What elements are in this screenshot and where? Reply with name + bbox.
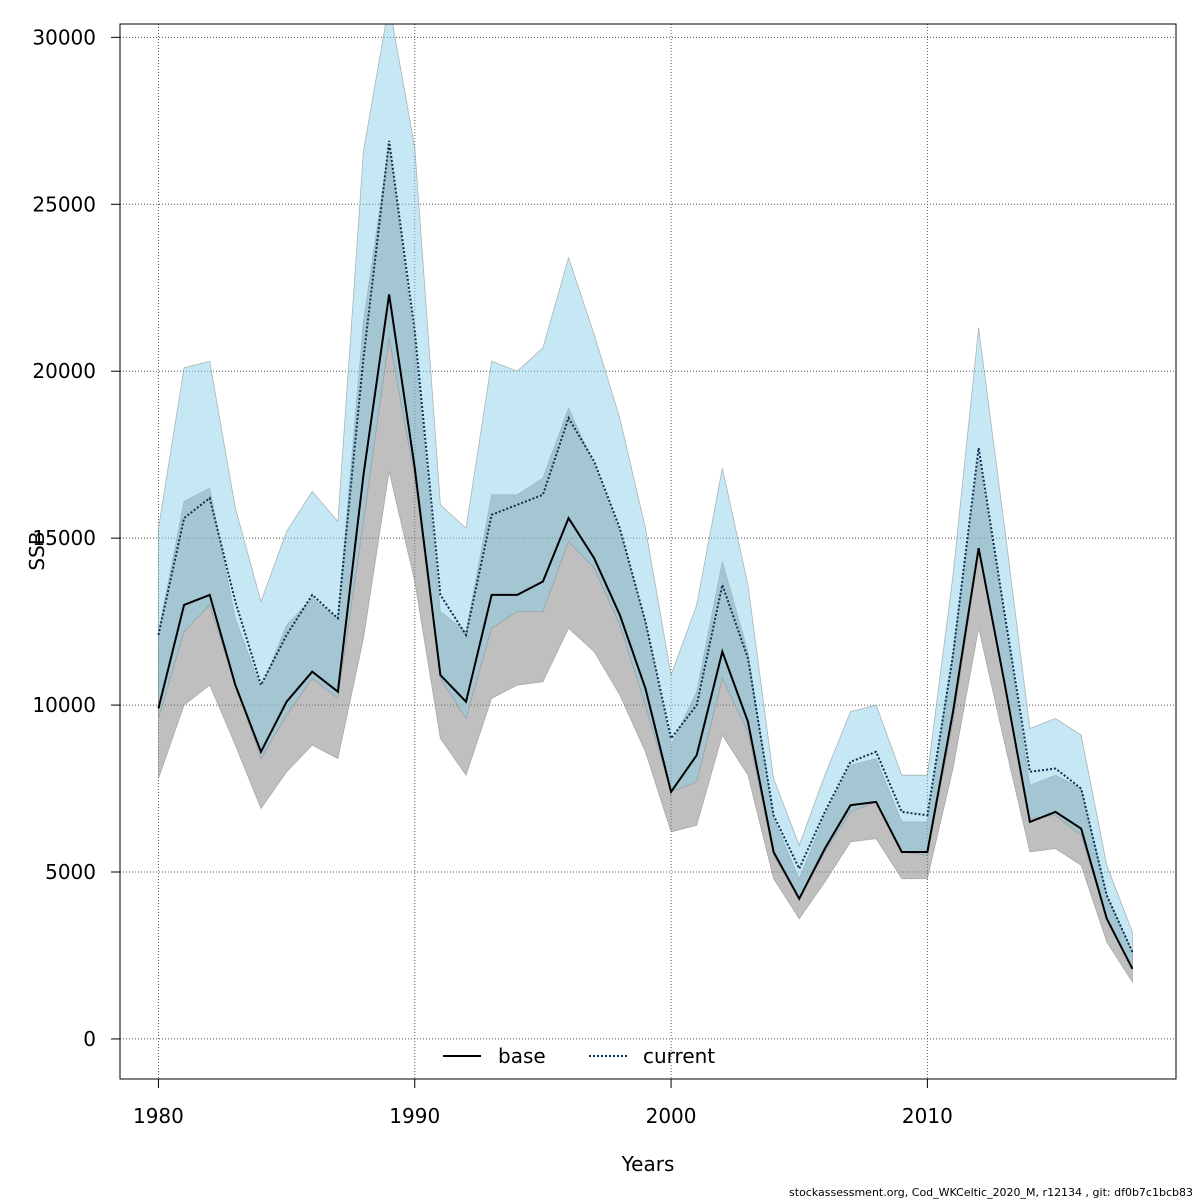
x-tick-label-2010: 2010: [902, 1104, 953, 1128]
y-tick-label-30000: 30000: [32, 25, 96, 49]
axes: 1980 1990 2000 2010 0 5000 10000 15000 20000 2500…: [32, 25, 952, 1128]
x-tick-label-1990: 1990: [389, 1104, 440, 1128]
y-tick-label-20000: 20000: [32, 359, 96, 383]
line-base: [157, 294, 1134, 970]
legend: base current: [443, 1044, 715, 1068]
legend-base-label: base: [498, 1044, 546, 1068]
y-tick-label-0: 0: [83, 1027, 96, 1051]
x-tick-label-1980: 1980: [133, 1104, 184, 1128]
plot-frame: [119, 23, 1177, 1080]
y-axis-title: SSB: [25, 531, 49, 570]
x-axis-title: Years: [621, 1152, 675, 1176]
footer-credit: stockassessment.org, Cod_WKCeltic_2020_M…: [789, 1186, 1193, 1199]
legend-current-label: current: [643, 1044, 715, 1068]
y-tick-label-25000: 25000: [32, 192, 96, 216]
y-tick-label-5000: 5000: [45, 860, 96, 884]
band-base: [158, 144, 1133, 984]
series-lines: [157, 140, 1134, 970]
x-tick-label-2000: 2000: [646, 1104, 697, 1128]
band-current: [158, 24, 1133, 970]
y-tick-label-15000: 15000: [32, 526, 96, 550]
y-tick-label-10000: 10000: [32, 693, 96, 717]
line-current: [157, 140, 1134, 953]
